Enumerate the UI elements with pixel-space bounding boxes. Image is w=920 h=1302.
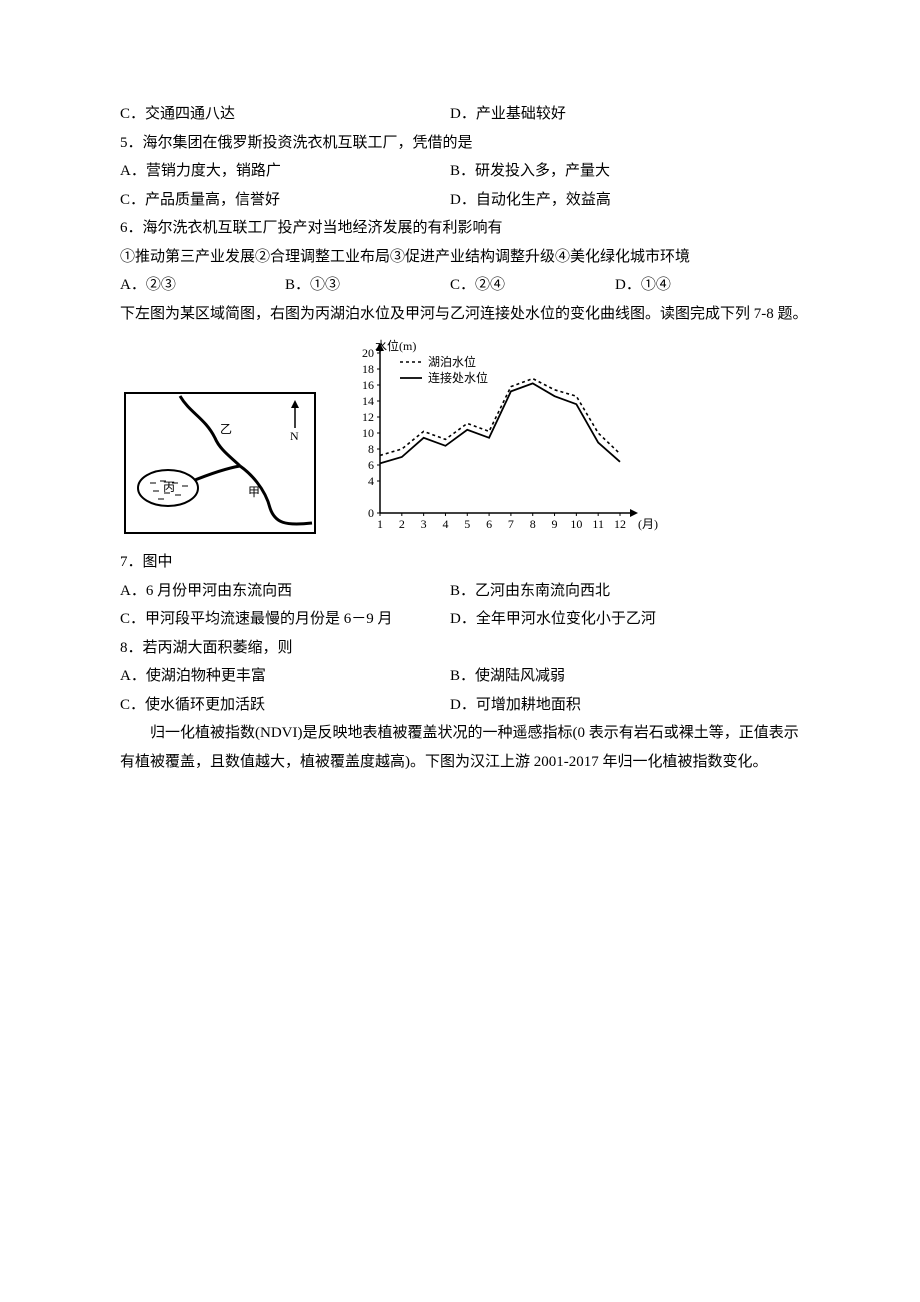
svg-text:6: 6 [486, 517, 492, 531]
map-label-yi: 乙 [220, 422, 232, 436]
q8-option-d: D．可增加耕地面积 [450, 691, 780, 720]
q5-option-b: B．研发投入多，产量大 [450, 157, 780, 186]
q8-option-c: C．使水循环更加活跃 [120, 691, 450, 720]
svg-text:8: 8 [530, 517, 536, 531]
svg-text:6: 6 [368, 458, 374, 472]
q5-option-d: D．自动化生产，效益高 [450, 186, 780, 215]
q7-stem: 7．图中 [120, 548, 810, 577]
passage-7-8: 下左图为某区域简图，右图为丙湖泊水位及甲河与乙河连接处水位的变化曲线图。读图完成… [120, 300, 810, 329]
svg-text:1: 1 [377, 517, 383, 531]
map-label-bing: 丙 [163, 480, 175, 494]
svg-text:4: 4 [442, 517, 448, 531]
q7-option-c: C．甲河段平均流速最慢的月份是 6－9 月 [120, 605, 450, 634]
q5-option-a: A．营销力度大，销路广 [120, 157, 450, 186]
svg-text:11: 11 [592, 517, 604, 531]
q8-stem: 8．若丙湖大面积萎缩，则 [120, 634, 810, 663]
option-d: D．产业基础较好 [450, 100, 780, 129]
q6-stem: 6．海尔洗衣机互联工厂投产对当地经济发展的有利影响有 [120, 214, 810, 243]
region-map: N 乙 甲 丙 [120, 388, 320, 538]
svg-text:3: 3 [421, 517, 427, 531]
svg-text:10: 10 [362, 426, 374, 440]
option-c: C．交通四通八达 [120, 100, 450, 129]
q7-option-b: B．乙河由东南流向西北 [450, 577, 780, 606]
svg-text:18: 18 [362, 362, 374, 376]
q6-option-b: B．①③ [285, 271, 450, 300]
q5-options-row2: C．产品质量高，信誉好 D．自动化生产，效益高 [120, 186, 810, 215]
svg-text:0: 0 [368, 506, 374, 520]
water-level-chart: 水位(m)0468101214161820123456789101112(月)湖… [340, 338, 660, 538]
q5-options-row1: A．营销力度大，销路广 B．研发投入多，产量大 [120, 157, 810, 186]
figure-row: N 乙 甲 丙 水位(m)046810121416182012345678910… [120, 338, 810, 538]
svg-text:10: 10 [570, 517, 582, 531]
orphan-options: C．交通四通八达 D．产业基础较好 [120, 100, 810, 129]
svg-text:湖泊水位: 湖泊水位 [428, 354, 476, 369]
svg-text:20: 20 [362, 346, 374, 360]
svg-text:14: 14 [362, 394, 374, 408]
q6-items: ①推动第三产业发展②合理调整工业布局③促进产业结构调整升级④美化绿化城市环境 [120, 243, 810, 272]
svg-text:12: 12 [614, 517, 626, 531]
svg-text:9: 9 [552, 517, 558, 531]
q6-option-c: C．②④ [450, 271, 615, 300]
svg-text:连接处水位: 连接处水位 [428, 370, 488, 385]
map-label-jia: 甲 [248, 485, 260, 499]
q7-option-d: D．全年甲河水位变化小于乙河 [450, 605, 780, 634]
exam-page: C．交通四通八达 D．产业基础较好 5．海尔集团在俄罗斯投资洗衣机互联工厂，凭借… [0, 0, 920, 1302]
q7-options-row1: A．6 月份甲河由东流向西 B．乙河由东南流向西北 [120, 577, 810, 606]
q6-option-d: D．①④ [615, 271, 780, 300]
svg-text:8: 8 [368, 442, 374, 456]
map-label-n: N [290, 429, 299, 443]
q7-option-a: A．6 月份甲河由东流向西 [120, 577, 450, 606]
passage-ndvi: 归一化植被指数(NDVI)是反映地表植被覆盖状况的一种遥感指标(0 表示有岩石或… [120, 719, 810, 776]
svg-text:2: 2 [399, 517, 405, 531]
svg-text:4: 4 [368, 474, 374, 488]
q8-option-b: B．使湖陆风减弱 [450, 662, 780, 691]
q5-stem: 5．海尔集团在俄罗斯投资洗衣机互联工厂，凭借的是 [120, 129, 810, 158]
q8-options-row2: C．使水循环更加活跃 D．可增加耕地面积 [120, 691, 810, 720]
q6-option-a: A．②③ [120, 271, 285, 300]
q7-options-row2: C．甲河段平均流速最慢的月份是 6－9 月 D．全年甲河水位变化小于乙河 [120, 605, 810, 634]
svg-text:(月): (月) [638, 517, 658, 531]
q5-option-c: C．产品质量高，信誉好 [120, 186, 450, 215]
q8-option-a: A．使湖泊物种更丰富 [120, 662, 450, 691]
svg-text:5: 5 [464, 517, 470, 531]
q6-options: A．②③ B．①③ C．②④ D．①④ [120, 271, 810, 300]
svg-text:16: 16 [362, 378, 374, 392]
q8-options-row1: A．使湖泊物种更丰富 B．使湖陆风减弱 [120, 662, 810, 691]
svg-text:12: 12 [362, 410, 374, 424]
svg-text:7: 7 [508, 517, 514, 531]
